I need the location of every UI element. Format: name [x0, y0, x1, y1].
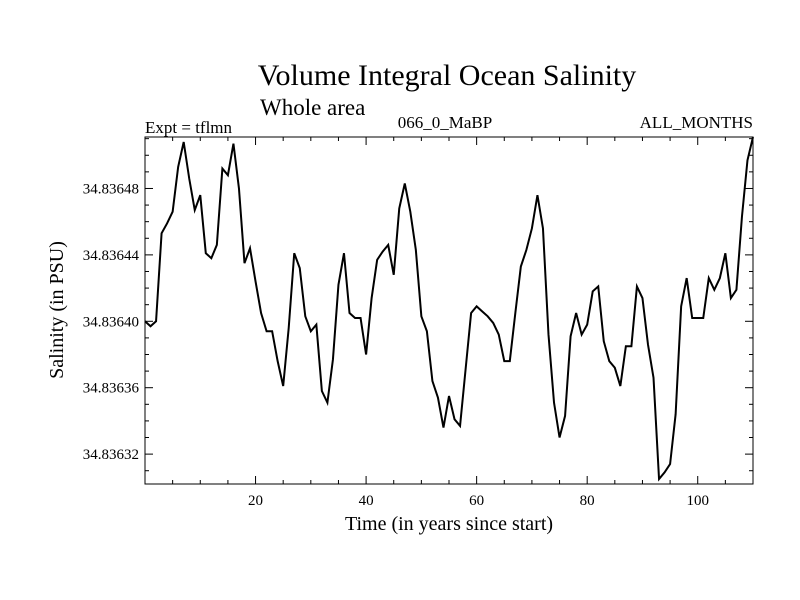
chart-title: Volume Integral Ocean Salinity	[258, 59, 637, 92]
x-tick-label: 60	[469, 493, 484, 509]
x-tick-label: 40	[359, 493, 374, 509]
experiment-label: Expt = tflmn	[145, 118, 233, 137]
y-tick-label: 34.83644	[83, 248, 140, 264]
series-line	[144, 136, 754, 482]
y-axis-ticks: 34.83632 34.83636 34.83640 34.83644 34.83648	[83, 138, 753, 472]
y-tick-label: 34.83648	[83, 181, 139, 197]
plot-area	[144, 136, 754, 485]
chart-subtitle: Whole area	[260, 95, 365, 120]
x-axis-label: Time (in years since start)	[345, 513, 553, 535]
y-tick-label: 34.83632	[83, 447, 139, 463]
x-tick-label: 20	[248, 493, 263, 509]
y-tick-label: 34.83640	[83, 314, 139, 330]
x-tick-label: 80	[580, 493, 595, 509]
series-layer	[144, 136, 754, 482]
y-tick-label: 34.83636	[83, 381, 140, 397]
x-tick-label: 100	[686, 493, 709, 509]
run-label: 066_0_MaBP	[398, 113, 492, 132]
x-axis-ticks: 20 40 60 80 100	[172, 137, 754, 509]
months-label: ALL_MONTHS	[640, 113, 753, 132]
y-axis-label: Salinity (in PSU)	[46, 241, 68, 379]
